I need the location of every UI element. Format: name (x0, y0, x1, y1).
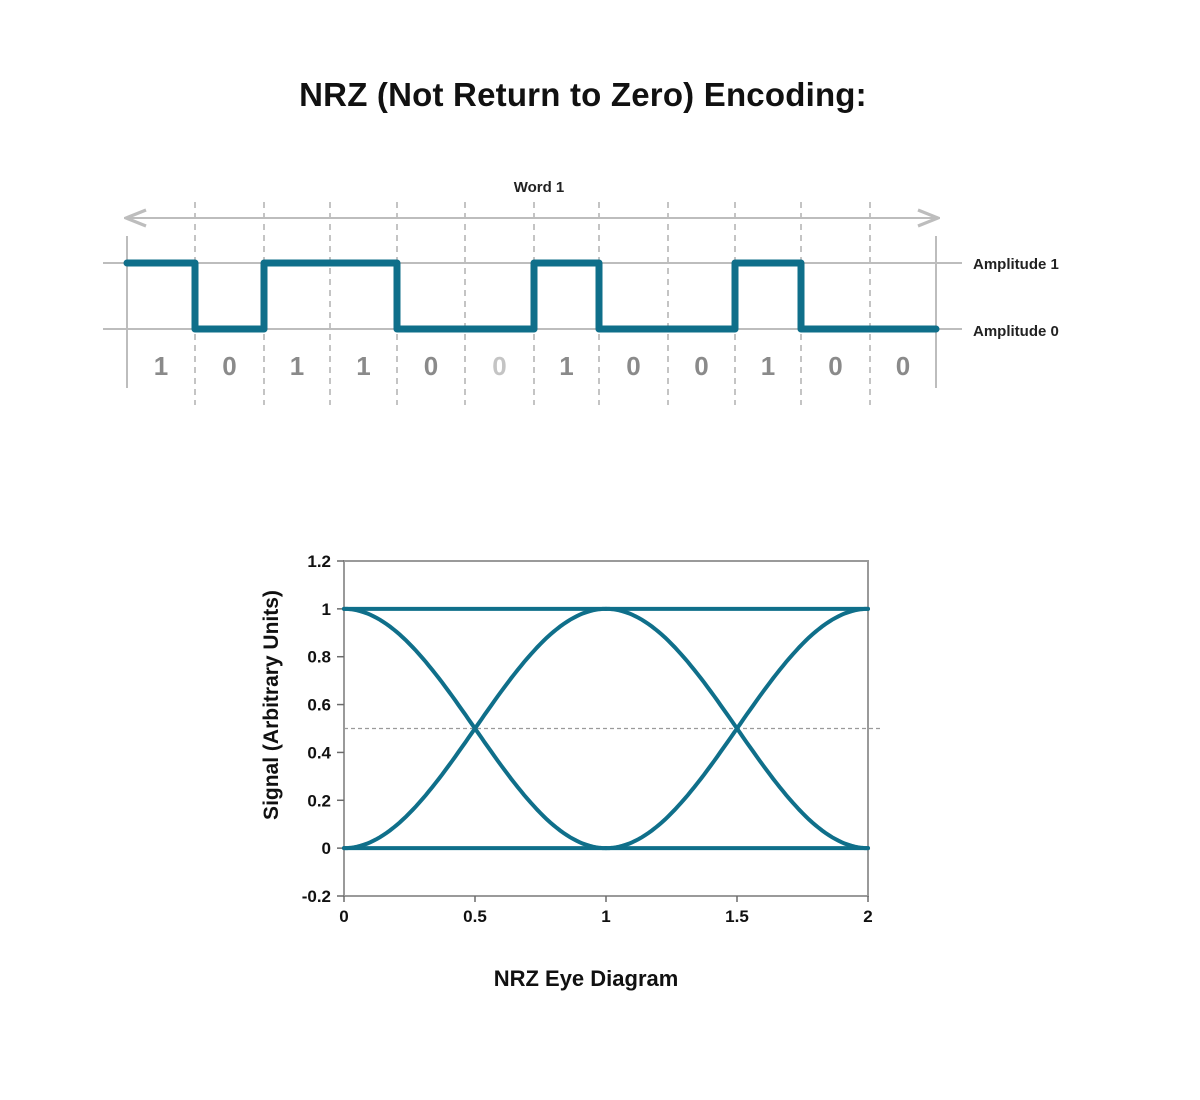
nrz-waveform: Word 1 1 0 1 1 0 0 1 0 0 1 0 0 Amplitude 1 Amplitud… (103, 179, 1059, 405)
x-tick-label: 1 (601, 907, 610, 926)
bit-label: 1 (356, 351, 370, 381)
bit-label: 0 (492, 351, 506, 381)
bit-labels: 1 0 1 1 0 0 1 0 0 1 0 0 (154, 351, 910, 381)
eye-trace (342, 606, 608, 851)
y-tick-label: 0.2 (307, 791, 331, 810)
bit-label: 1 (290, 351, 304, 381)
y-tick-label: 1.2 (307, 552, 331, 571)
x-tick-label: 0.5 (463, 907, 487, 926)
bit-label: 1 (154, 351, 168, 381)
bit-label: 0 (828, 351, 842, 381)
bit-label: 0 (694, 351, 708, 381)
eye-trace (604, 606, 870, 851)
x-tick-label: 0 (339, 907, 348, 926)
page-title: NRZ (Not Return to Zero) Encoding: (299, 76, 867, 113)
y-tick-label: -0.2 (302, 887, 331, 906)
x-tick-label: 2 (863, 907, 872, 926)
y-tick-label: 1 (322, 600, 331, 619)
x-axis-label: NRZ Eye Diagram (493, 966, 679, 991)
x-tick-label: 1.5 (725, 907, 749, 926)
eye-diagram-chart: 1.2 1 0.8 0.6 0.4 0.2 0 -0.2 0 0.5 1 1.5 2 Signal (… (260, 552, 880, 926)
bit-label: 1 (559, 351, 573, 381)
y-tick-label: 0.8 (307, 648, 331, 667)
eye-series (342, 606, 870, 851)
y-tick-label: 0 (322, 839, 331, 858)
y-axis-ticks: 1.2 1 0.8 0.6 0.4 0.2 0 -0.2 (302, 552, 344, 906)
word-label: Word 1 (514, 179, 565, 196)
amplitude-0-label: Amplitude 0 (973, 323, 1059, 340)
nrz-signal-trace (123, 259, 940, 333)
y-tick-label: 0.4 (307, 743, 331, 762)
y-axis-label: Signal (Arbitrary Units) (260, 590, 283, 820)
x-axis-ticks: 0 0.5 1 1.5 2 (339, 896, 873, 926)
bit-label: 1 (761, 351, 775, 381)
y-tick-label: 0.6 (307, 696, 331, 715)
bit-label: 0 (424, 351, 438, 381)
bit-label: 0 (222, 351, 236, 381)
amplitude-1-label: Amplitude 1 (973, 256, 1059, 273)
bit-label: 0 (896, 351, 910, 381)
bit-label: 0 (626, 351, 640, 381)
